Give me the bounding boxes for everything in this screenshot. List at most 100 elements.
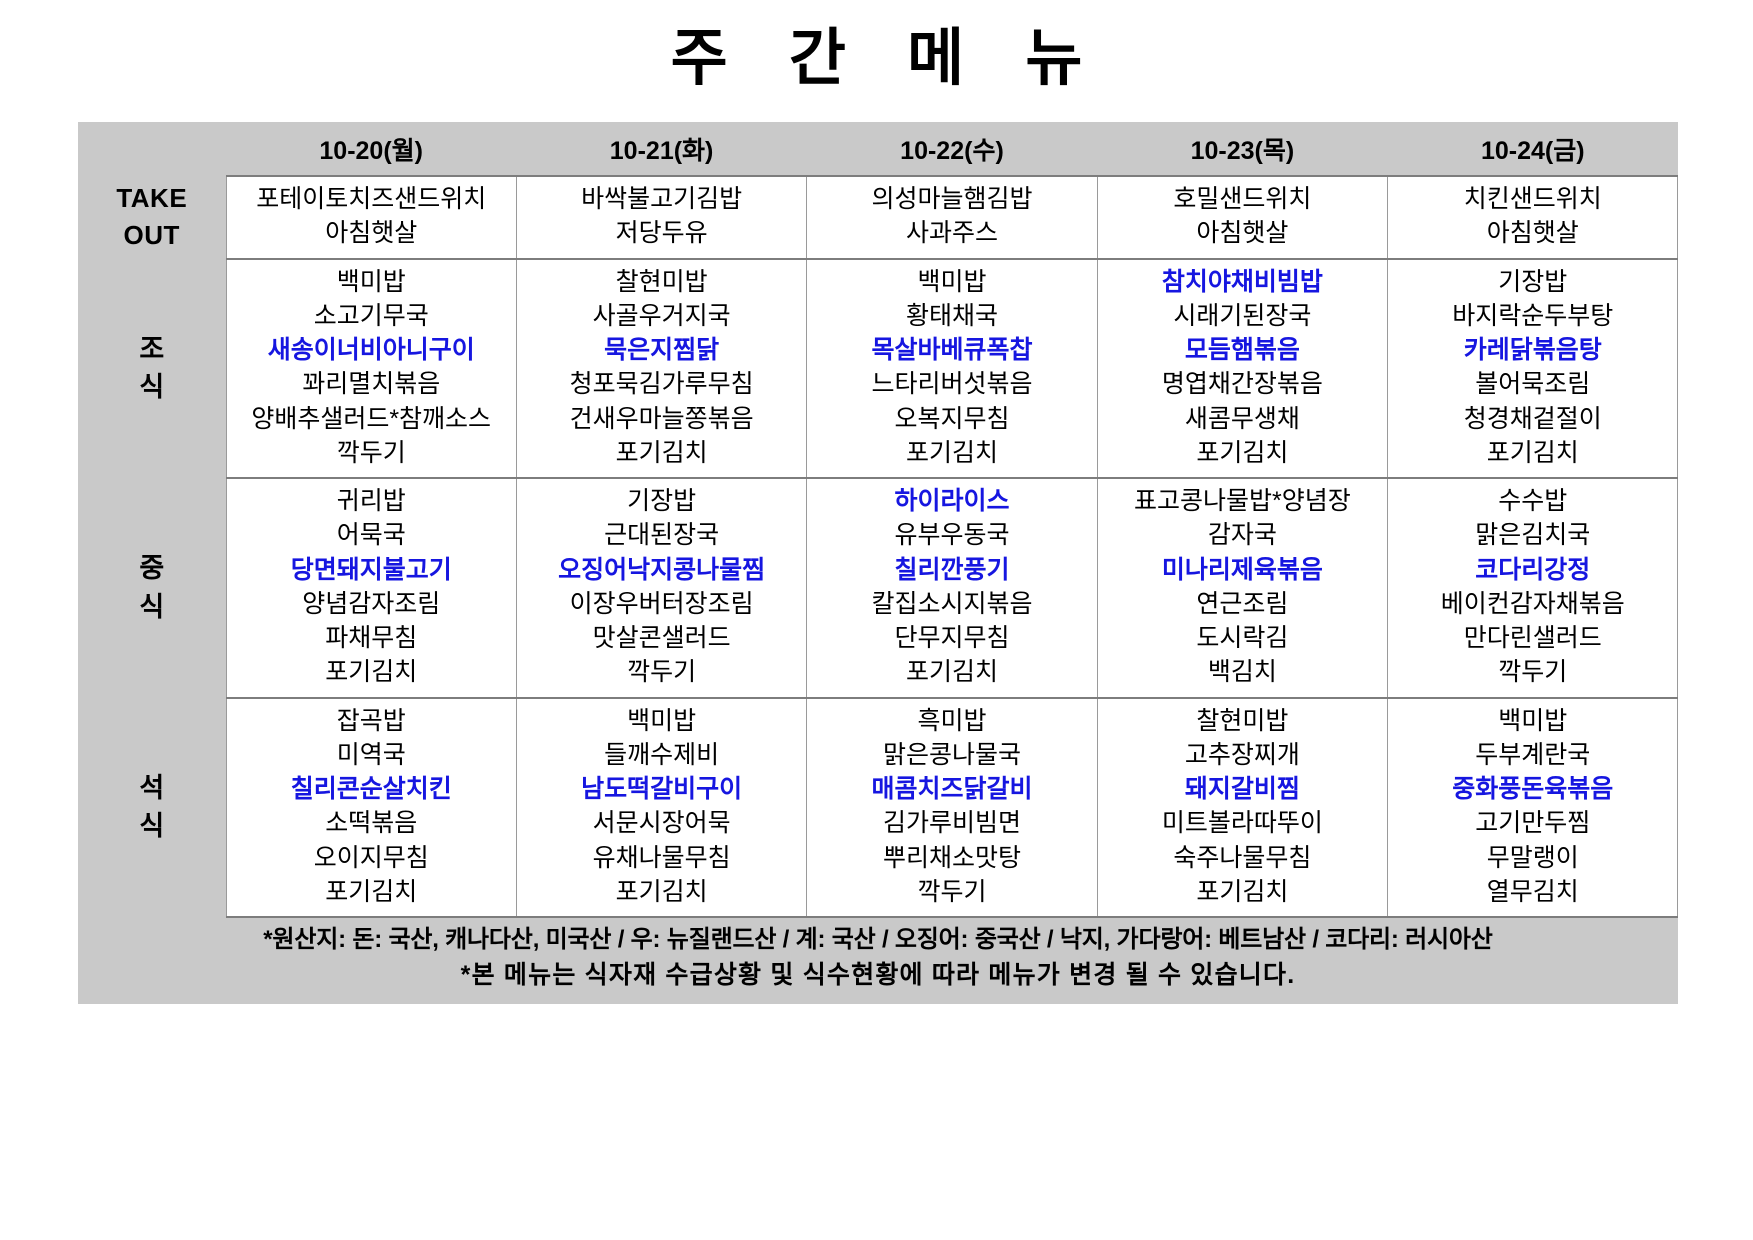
dish-item: 들깨수제비 [604,740,720,769]
meal-label-line: TAKE [116,183,188,214]
dish-item: 치킨샌드위치 [1463,185,1602,213]
dish-item: 새콤무생채 [1184,404,1300,433]
dish-item: 백미밥 [336,267,406,296]
dish-item: 유부우동국 [894,521,1010,550]
meal-label-line: 조 [139,333,165,364]
menu-cell: 기장밥 근대된장국 오징어낙지콩나물찜 이장우버터장조림 맛살콘샐러드 깍두기 [515,477,808,699]
dish-item: 맑은콩나물국 [882,740,1021,769]
dish-item: 맑은김치국 [1475,521,1591,550]
dish-item: 깍두기 [627,658,697,687]
table-header-row: 10-20(월) 10-21(화) 10-22(수) 10-23(목) 10-2… [78,122,1678,176]
day-header-1: 10-21(화) [516,122,807,176]
dish-item: 포기김치 [325,877,418,906]
dish-item: 양배추샐러드*참깨소스 [251,404,492,433]
dish-item: 기장밥 [627,487,697,515]
dish-item: 포기김치 [1196,877,1289,906]
menu-cell: 포테이토치즈샌드위치 아침햇살 [225,175,517,260]
dish-item: 무말랭이 [1486,843,1579,872]
day-header-4: 10-24(금) [1387,122,1678,176]
main-dish-item: 모듬햄볶음 [1184,336,1300,364]
dish-item: 의성마늘햄김밥 [871,185,1033,213]
main-dish-item: 칠리깐풍기 [894,555,1010,584]
dish-item: 유채나물무침 [592,843,731,872]
meal-label-cell: TAKE OUT [78,176,226,259]
dish-item: 칼집소시지볶음 [871,589,1033,618]
menu-cell: 백미밥 들깨수제비 남도떡갈비구이 서문시장어묵 유채나물무침 포기김치 [515,696,808,918]
dish-item: 호밀샌드위치 [1173,185,1312,213]
dish-item: 찰현미밥 [615,267,708,296]
main-dish-item: 중화풍돈육볶음 [1452,775,1614,803]
dish-item: 미트볼라따뚜이 [1161,809,1323,838]
dish-item: 백김치 [1207,658,1277,687]
meal-row: 석 식 잡곡밥 미역국 칠리콘순살치킨 소떡볶음 오이지무침 포기김치 백미밥 들깨수제비 남도떡갈… [78,696,1679,918]
dish-item: 파채무침 [325,624,418,652]
day-header-2: 10-22(수) [806,122,1098,176]
meal-label-line: 중 [139,553,165,584]
dish-item: 열무김치 [1486,877,1579,906]
dish-item: 표고콩나물밥*양념장 [1134,487,1351,515]
origin-note: *원산지: 돈: 국산, 캐나다산, 미국산 / 우: 뉴질랜드산 / 계: 국… [263,926,1493,953]
dish-item: 포기김치 [1486,438,1579,467]
dish-item: 포테이토치즈샌드위치 [256,185,487,213]
main-dish-item: 묵은지찜닭 [604,336,720,364]
page-title: 주 간 메 뉴 [670,24,1105,93]
main-dish-item: 오징어낙지콩나물찜 [558,555,766,584]
dish-item: 베이컨감자채볶음 [1440,589,1625,618]
dish-item: 볼어묵조림 [1475,370,1591,399]
dish-item: 포기김치 [615,438,708,467]
dish-item: 고기만두찜 [1475,809,1591,838]
dish-item: 포기김치 [615,877,708,906]
main-dish-item: 카레닭볶음탕 [1463,336,1602,364]
dish-item: 양념감자조림 [302,589,441,618]
meal-label-line: 식 [139,591,165,622]
menu-cell: 백미밥 황태채국 목살바베큐폭찹 느타리버섯볶음 오복지무침 포기김치 [806,257,1098,479]
main-dish-item: 칠리콘순살치킨 [290,775,452,803]
dish-item: 깍두기 [1498,658,1568,687]
dish-item: 맛살콘샐러드 [592,624,731,652]
meal-row: 중 식 귀리밥 어묵국 당면돼지불고기 양념감자조림 파채무침 포기김치 기장밥 근대된장국 오징어… [78,477,1679,699]
dish-item: 숙주나물무침 [1173,843,1312,872]
day-header-3: 10-23(목) [1097,122,1388,176]
dish-item: 미역국 [336,740,406,769]
dish-item: 백미밥 [627,706,697,735]
dish-item: 어묵국 [336,521,406,550]
weekly-menu-table: 10-20(월) 10-21(화) 10-22(수) 10-23(목) 10-2… [78,122,1679,918]
dish-item: 만다린샐러드 [1463,624,1602,652]
dish-item: 소고기무국 [313,301,429,330]
dish-item: 청포묵김가루무침 [569,370,754,399]
menu-cell: 하이라이스 유부우동국 칠리깐풍기 칼집소시지볶음 단무지무침 포기김치 [806,477,1098,699]
meal-label-line: 식 [139,811,165,842]
dish-item: 소떡볶음 [325,809,418,838]
dish-item: 저당두유 [615,219,708,248]
dish-item: 고추장찌개 [1184,740,1300,769]
menu-cell: 기장밥 바지락순두부탕 카레닭볶음탕 볼어묵조림 청경채겉절이 포기김치 [1387,257,1679,479]
dish-item: 연근조림 [1196,589,1289,618]
dish-item: 오이지무침 [313,843,429,872]
main-dish-item: 남도떡갈비구이 [581,775,743,803]
menu-table-body: TAKE OUT 포테이토치즈샌드위치 아침햇살 바싹불고기김밥 저당두유 의성마늘햄김밥 사… [78,175,1679,918]
dish-item: 이장우버터장조림 [569,589,754,618]
meal-label-line: 식 [139,372,165,403]
dish-item: 바지락순두부탕 [1452,301,1614,330]
dish-item: 흑미밥 [917,706,987,735]
main-dish-item: 목살바베큐폭찹 [871,336,1033,364]
menu-cell: 의성마늘햄김밥 사과주스 [806,175,1098,260]
menu-cell: 치킨샌드위치 아침햇살 [1387,175,1679,260]
dish-item: 깍두기 [917,877,987,906]
main-dish-item: 새송이너비아니구이 [267,336,475,364]
dish-item: 도시락김 [1196,624,1289,652]
menu-cell: 백미밥 두부계란국 중화풍돈육볶음 고기만두찜 무말랭이 열무김치 [1387,696,1679,918]
menu-cell: 백미밥 소고기무국 새송이너비아니구이 꽈리멸치볶음 양배추샐러드*참깨소스 깍두기 [225,257,517,479]
menu-cell: 흑미밥 맑은콩나물국 매콤치즈닭갈비 김가루비빔면 뿌리채소맛탕 깍두기 [806,696,1098,918]
main-dish-item: 참치야채비빔밥 [1161,267,1323,296]
dish-item: 단무지무침 [894,624,1010,652]
dish-item: 김가루비빔면 [882,809,1021,838]
dish-item: 감자국 [1207,521,1277,550]
menu-cell: 표고콩나물밥*양념장 감자국 미나리제육볶음 연근조림 도시락김 백김치 [1096,477,1389,699]
dish-item: 아침햇살 [1196,219,1289,248]
dish-item: 찰현미밥 [1196,706,1289,735]
meal-label-line: 석 [139,772,165,803]
